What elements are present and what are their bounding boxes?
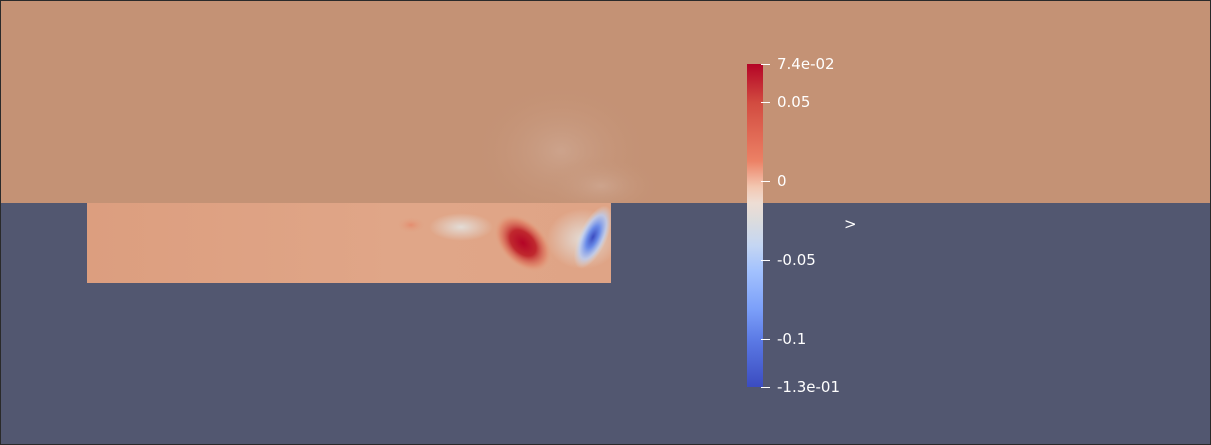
scalar-bar-tick — [761, 102, 770, 103]
scalar-bar-tick-label: -0.1 — [777, 330, 807, 348]
scalar-bar-gradient — [747, 64, 763, 387]
scalar-bar[interactable] — [747, 64, 763, 387]
scalar-bar-tick-label: -1.3e-01 — [777, 378, 840, 396]
scalar-bar-tick — [761, 339, 770, 340]
scalar-bar-tick-label: 0.05 — [777, 93, 811, 111]
scalar-bar-title: > — [844, 215, 857, 233]
scalar-bar-tick-label: 7.4e-02 — [777, 55, 835, 73]
positive-vortex — [494, 214, 552, 272]
scalar-bar-tick — [761, 181, 770, 182]
negative-vortex — [573, 205, 611, 269]
scalar-bar-tick-label: 0 — [777, 172, 787, 190]
scalar-bar-tick — [761, 387, 770, 388]
scalar-bar-tick-label: -0.05 — [777, 251, 816, 269]
scalar-bar-tick — [761, 260, 770, 261]
scalar-bar-tick — [761, 64, 770, 65]
